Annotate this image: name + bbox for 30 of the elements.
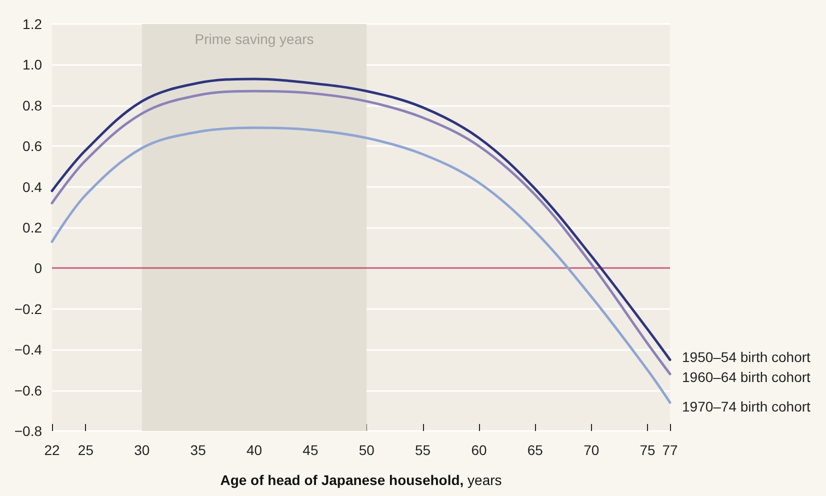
x-tick-label: 22	[44, 442, 60, 458]
y-tick-label: −0.6	[14, 382, 42, 398]
series-label: 1970–74 birth cohort	[682, 398, 811, 415]
y-tick-label: −0.8	[14, 423, 42, 439]
y-tick-label: 0.6	[22, 138, 42, 154]
x-tick-label: 30	[134, 442, 150, 458]
y-tick-label: −0.4	[14, 342, 42, 358]
y-tick-label: 0.2	[22, 220, 42, 236]
band-label: Prime saving years	[194, 31, 314, 47]
series-label: 1960–64 birth cohort	[682, 369, 811, 386]
x-tick-label: 55	[415, 442, 431, 458]
x-tick-label: 45	[302, 442, 318, 458]
x-tick-label: 50	[358, 442, 375, 458]
x-tick-label: 77	[662, 442, 678, 458]
x-tick-label: 70	[584, 442, 600, 458]
y-tick-label: 0.8	[22, 97, 42, 114]
x-tick-label: 35	[190, 442, 206, 458]
x-axis-title: Age of head of Japanese household, years	[220, 472, 502, 488]
x-tick-label: 65	[527, 442, 544, 458]
x-tick-label: 75	[640, 442, 656, 458]
y-tick-label: 0	[34, 260, 42, 276]
x-tick-label: 60	[471, 442, 487, 458]
line-series	[50, 126, 672, 404]
y-tick-label: 1.2	[22, 16, 42, 32]
y-tick-label: −0.2	[14, 300, 42, 317]
series-label: 1950–54 birth cohort	[682, 348, 811, 365]
x-tick-label: 25	[78, 442, 94, 458]
y-tick-label: 1.0	[22, 56, 42, 73]
x-tick-label: 40	[246, 442, 262, 458]
y-tick-label: 0.4	[22, 178, 42, 195]
